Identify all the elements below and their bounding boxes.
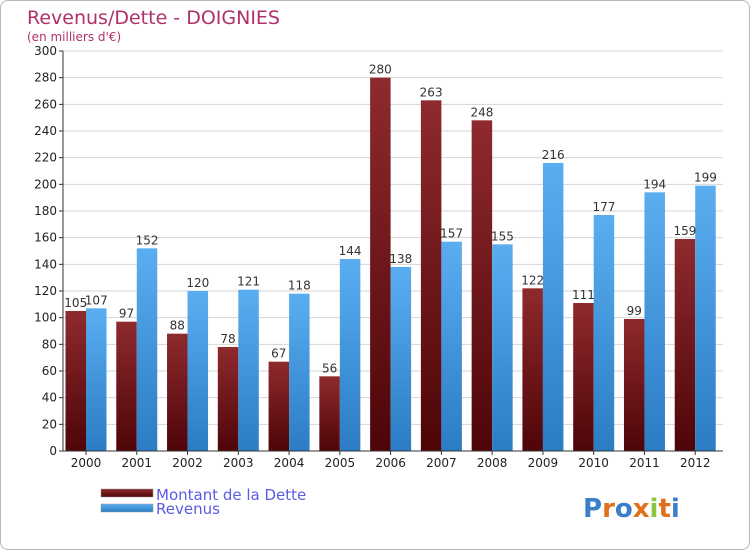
data-label-revenus: 144: [339, 244, 362, 258]
data-label-revenus: 177: [592, 200, 615, 214]
x-tick-label: 2012: [680, 456, 711, 470]
data-label-revenus: 216: [542, 148, 565, 162]
data-label-revenus: 194: [643, 177, 666, 191]
data-label-revenus: 120: [186, 276, 209, 290]
bar-revenus: [593, 215, 615, 451]
axes: [62, 51, 723, 452]
y-tick-label: 220: [34, 151, 57, 165]
x-tick-label: 2007: [426, 456, 457, 470]
y-tick-label: 160: [34, 231, 57, 245]
x-tick-label: 2008: [477, 456, 508, 470]
y-tick-label: 20: [42, 417, 57, 431]
data-label-revenus: 118: [288, 279, 311, 293]
proxiti-logo-text: Proxiti: [583, 494, 680, 524]
data-label-dette: 111: [572, 288, 595, 302]
bar-revenus: [289, 293, 310, 451]
x-tick-label: 2002: [172, 456, 203, 470]
bar-revenus: [441, 241, 462, 451]
bar-dette: [674, 239, 696, 451]
legend-label-revenus: Revenus: [156, 500, 220, 518]
y-axis-ticks: 0 20 40 60 80 100 120 140 160 180 200 220 240 260 280 3…: [34, 44, 63, 458]
data-label-dette: 105: [64, 296, 87, 310]
bar-dette: [268, 361, 290, 451]
bars: [65, 77, 716, 452]
y-tick-label: 200: [34, 177, 57, 191]
data-label-revenus: 157: [440, 227, 463, 241]
data-label-dette: 263: [420, 85, 443, 99]
bar-revenus: [339, 259, 361, 451]
bar-dette: [623, 319, 645, 451]
x-axis-ticks: 2000 2001 2002 2003 2004 2005 2006 2007 2008 2009…: [71, 451, 711, 470]
data-label-revenus: 199: [694, 171, 717, 185]
x-tick-label: 2005: [325, 456, 356, 470]
data-label-revenus: 152: [136, 233, 159, 247]
chart-title: Revenus/Dette - DOIGNIES: [27, 7, 280, 29]
data-label-dette: 248: [470, 105, 493, 119]
data-labels: 105 97 88 78 67 56 280 263 248 122 111 99 159 107 152 1…: [64, 63, 717, 376]
x-tick-label: 2004: [274, 456, 305, 470]
x-tick-label: 2006: [375, 456, 406, 470]
y-tick-label: 120: [34, 284, 57, 298]
x-tick-label: 2001: [121, 456, 152, 470]
y-tick-label: 80: [42, 337, 57, 351]
bar-dette: [217, 347, 239, 451]
y-tick-label: 140: [34, 257, 57, 271]
bar-dette: [370, 77, 391, 452]
x-tick-label: 2003: [223, 456, 254, 470]
proxiti-logo: Proxiti: [583, 494, 680, 524]
y-tick-label: 300: [34, 44, 57, 58]
legend-label-dette: Montant de la Dette: [156, 486, 306, 504]
bar-revenus: [542, 163, 564, 451]
x-tick-label: 2000: [71, 456, 102, 470]
y-tick-label: 260: [34, 97, 57, 111]
bar-dette: [420, 100, 442, 451]
data-label-dette: 280: [369, 63, 392, 77]
y-tick-label: 40: [42, 391, 57, 405]
bar-revenus: [187, 291, 209, 451]
data-label-dette: 122: [521, 273, 544, 287]
bar-dette: [319, 376, 340, 451]
data-label-revenus: 107: [85, 293, 108, 307]
data-label-dette: 159: [674, 224, 697, 238]
data-label-dette: 78: [220, 332, 235, 346]
bar-revenus: [644, 192, 665, 452]
bar-revenus: [492, 244, 513, 451]
bar-dette: [471, 120, 493, 451]
y-tick-label: 100: [34, 311, 57, 325]
y-tick-label: 240: [34, 124, 57, 138]
data-label-dette: 99: [627, 304, 642, 318]
data-label-dette: 56: [322, 361, 337, 375]
bar-dette: [116, 321, 137, 451]
bar-dette: [522, 288, 543, 451]
bar-revenus: [390, 267, 412, 451]
data-label-dette: 67: [271, 347, 286, 361]
x-tick-label: 2010: [578, 456, 609, 470]
chart-subtitle: (en milliers d'€): [27, 30, 121, 44]
bar-revenus: [136, 248, 158, 451]
legend-swatch-revenus: [100, 503, 154, 513]
x-tick-label: 2011: [629, 456, 660, 470]
y-tick-label: 180: [34, 204, 57, 218]
y-tick-label: 60: [42, 364, 57, 378]
x-tick-label: 2009: [528, 456, 559, 470]
data-label-dette: 97: [119, 307, 134, 321]
data-label-dette: 88: [170, 319, 185, 333]
legend: Montant de la Dette Revenus: [100, 486, 306, 518]
legend-swatch-dette: [100, 488, 154, 498]
bar-revenus: [238, 289, 259, 451]
bar-revenus: [695, 185, 716, 451]
data-label-revenus: 121: [237, 275, 260, 289]
bar-dette: [573, 303, 594, 451]
y-tick-label: 280: [34, 71, 57, 85]
bar-revenus: [86, 308, 107, 451]
data-label-revenus: 138: [389, 252, 412, 266]
y-tick-label: 0: [49, 444, 57, 458]
bar-dette: [167, 333, 188, 451]
data-label-revenus: 155: [491, 229, 514, 243]
bar-dette: [65, 311, 86, 451]
